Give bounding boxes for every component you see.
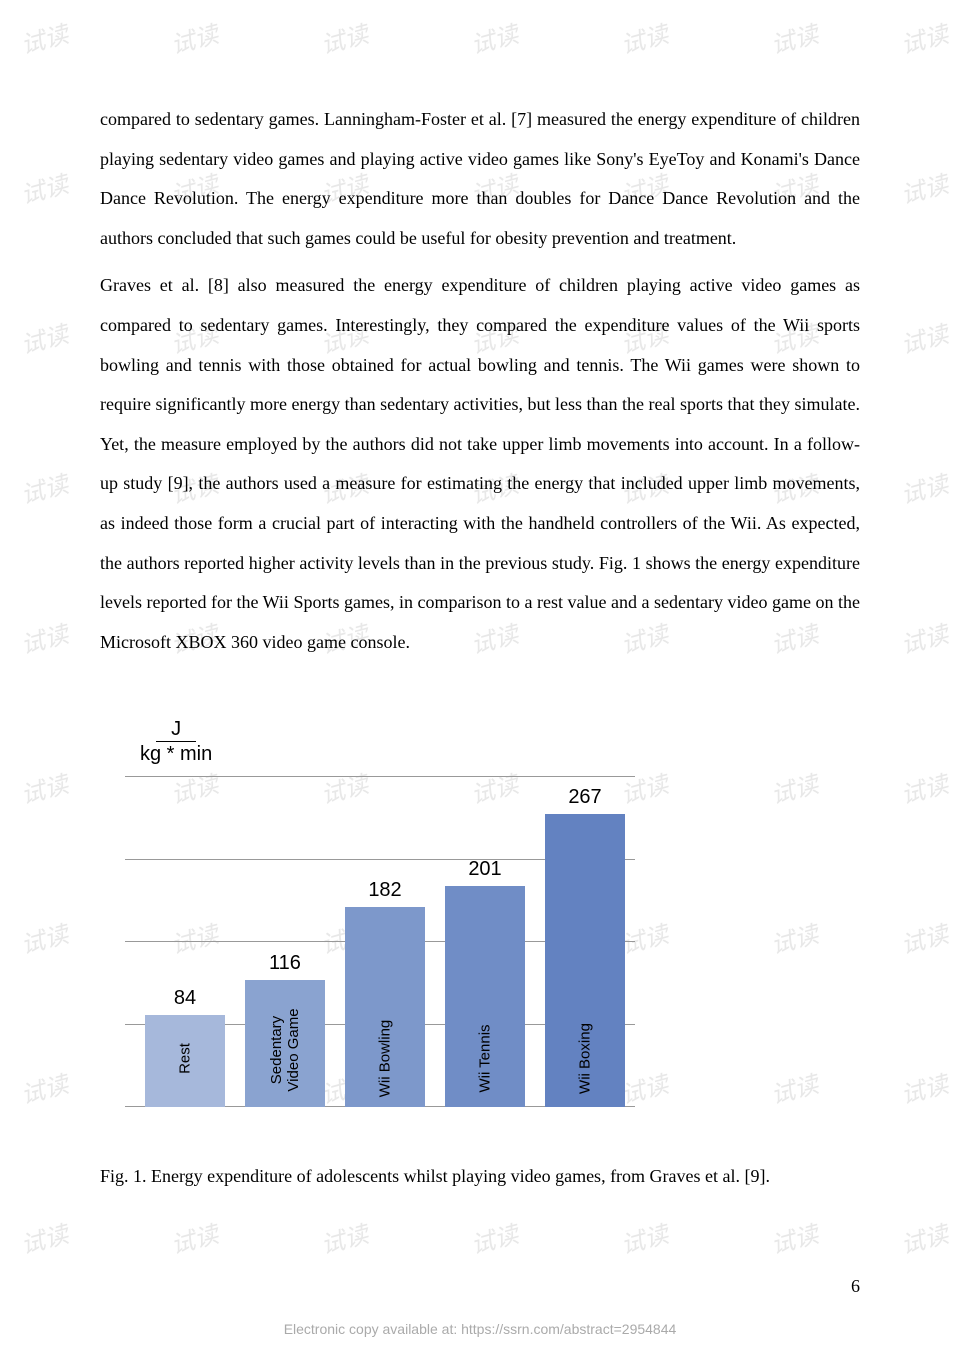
footer-text: Electronic copy available at: https://ss…: [0, 1321, 960, 1337]
watermark: 试读: [616, 14, 671, 60]
y-axis-label: J kg * min: [140, 717, 212, 766]
watermark: 试读: [16, 914, 71, 960]
bar-name-label: Wii Bowling: [377, 1009, 394, 1109]
watermark: 试读: [316, 1214, 371, 1260]
bar-value-label: 201: [445, 858, 525, 881]
watermark: 试读: [16, 314, 71, 360]
watermark: 试读: [16, 464, 71, 510]
watermark: 试读: [16, 764, 71, 810]
chart-area: 84Rest 116 SedentaryVideo Game 182 Wii Bowli…: [125, 777, 635, 1107]
watermark: 试读: [16, 1214, 71, 1260]
watermark: 试读: [16, 614, 71, 660]
watermark: 试读: [16, 14, 71, 60]
watermark: 试读: [466, 14, 521, 60]
paragraph-1: compared to sedentary games. Lanningham-…: [100, 100, 860, 258]
bar-value-label: 116: [245, 952, 325, 975]
bar-name-label: SedentaryVideo Game: [268, 1000, 302, 1100]
figure-caption: Fig. 1. Energy expenditure of adolescent…: [100, 1162, 860, 1191]
watermark: 试读: [896, 614, 951, 660]
watermark: 试读: [896, 1064, 951, 1110]
watermark: 试读: [16, 1064, 71, 1110]
watermark: 试读: [896, 764, 951, 810]
paragraph-2: Graves et al. [8] also measured the ener…: [100, 266, 860, 662]
bar-value-label: 182: [345, 879, 425, 902]
watermark: 试读: [896, 914, 951, 960]
bar-name-label: Rest: [177, 1009, 194, 1109]
watermark: 试读: [896, 164, 951, 210]
watermark: 试读: [466, 1214, 521, 1260]
bar-name-label: Wii Boxing: [577, 1009, 594, 1109]
watermark: 试读: [316, 14, 371, 60]
y-axis-numerator: J: [156, 717, 196, 742]
watermark: 试读: [766, 14, 821, 60]
energy-expenditure-chart: J kg * min 84Rest 116 SedentaryVideo Game 1…: [120, 707, 640, 1127]
watermark: 试读: [896, 1214, 951, 1260]
watermark: 试读: [166, 14, 221, 60]
watermark: 试读: [896, 464, 951, 510]
bar-name-label: Wii Tennis: [477, 1009, 494, 1109]
page-number: 6: [851, 1276, 860, 1297]
watermark: 试读: [896, 14, 951, 60]
watermark: 试读: [896, 314, 951, 360]
watermark: 试读: [166, 1214, 221, 1260]
watermark: 试读: [16, 164, 71, 210]
watermark: 试读: [616, 1214, 671, 1260]
watermark: 试读: [766, 1214, 821, 1260]
bar-value-label: 267: [545, 786, 625, 809]
bar-value-label: 84: [145, 987, 225, 1010]
gridline: [125, 776, 635, 777]
y-axis-denominator: kg * min: [140, 742, 212, 766]
